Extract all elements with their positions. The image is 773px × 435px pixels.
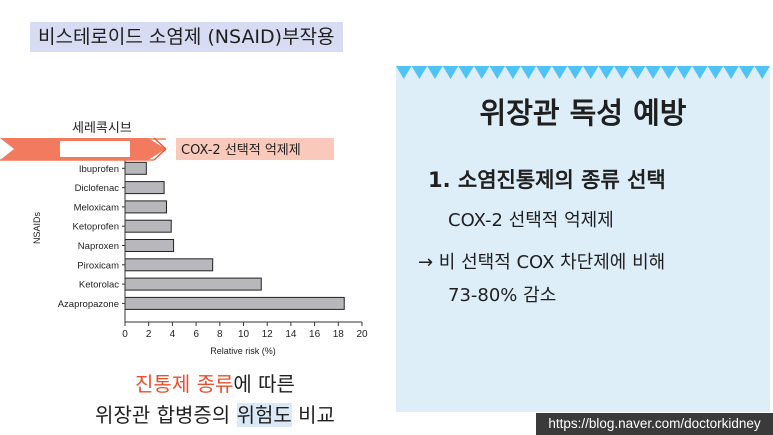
panel-line-2: → 비 선택적 COX 차단제에 비해 — [418, 252, 666, 273]
x-tick-label: 4 — [170, 329, 176, 340]
bar-ibuprofen — [124, 161, 147, 175]
x-tick-label: 10 — [238, 329, 250, 340]
caption-text: 비교 — [291, 403, 335, 427]
x-axis-label: Relative risk (%) — [210, 346, 276, 356]
category-label-ketoprofen: Ketoprofen — [73, 222, 119, 233]
x-tick-label: 20 — [356, 329, 368, 340]
category-label-meloxicam: Meloxicam — [74, 202, 119, 213]
bar-azapropazone — [124, 296, 345, 310]
highlight-label-box — [60, 141, 130, 157]
x-tick-label: 18 — [333, 329, 345, 340]
x-tick-label: 16 — [309, 329, 321, 340]
category-label-azapropazone: Azapropazone — [58, 299, 119, 310]
panel-line-3: 73-80% 감소 — [448, 285, 557, 306]
category-label-piroxicam: Piroxicam — [77, 260, 119, 271]
category-label-ketorolac: Ketorolac — [79, 280, 119, 291]
caption-line-2: 위장관 합병증의 위험도 비교 — [0, 399, 430, 428]
x-tick-label: 0 — [122, 329, 128, 340]
bar-ketoprofen — [124, 219, 172, 233]
relative-risk-bar-chart: CelecoxibIbuprofenDiclofenacMeloxicamKet… — [0, 121, 368, 356]
caption-text: 에 따른 — [233, 372, 295, 396]
caption-highlight-red: 진통제 종류 — [135, 372, 234, 396]
page-title: 비스테로이드 소염제 (NSAID)부작용 — [30, 22, 343, 52]
y-axis-label: NSAIDs — [32, 212, 42, 245]
triangle-border-decoration — [396, 66, 770, 79]
bar-meloxicam — [124, 200, 167, 214]
cox2-callout-text: COX-2 선택적 억제제 — [181, 143, 301, 158]
bar-diclofenac — [124, 181, 165, 195]
bar-piroxicam — [124, 258, 214, 272]
category-label-ibuprofen: Ibuprofen — [79, 164, 119, 175]
category-label-diclofenac: Diclofenac — [75, 183, 120, 194]
x-tick-label: 6 — [193, 329, 199, 340]
caption-text: 위장관 합병증의 — [95, 403, 237, 427]
blog-url[interactable]: https://blog.naver.com/doctorkidney — [536, 413, 773, 435]
panel-line-1: COX-2 선택적 억제제 — [448, 210, 614, 231]
bar-ketorolac — [124, 277, 262, 291]
info-panel: 위장관 독성 예방 1. 소염진통제의 종류 선택 COX-2 선택적 억제제 … — [396, 66, 770, 412]
caption-highlight-blue: 위험도 — [236, 403, 292, 427]
panel-heading: 1. 소염진통제의 종류 선택 — [428, 168, 666, 192]
panel-title: 위장관 독성 예방 — [479, 96, 687, 130]
category-label-naproxen: Naproxen — [78, 241, 119, 252]
cox2-callout-box — [176, 138, 334, 160]
x-tick-label: 2 — [146, 329, 152, 340]
x-tick-label: 14 — [285, 329, 297, 340]
x-tick-label: 12 — [262, 329, 274, 340]
caption-line-1: 진통제 종류에 따른 — [0, 368, 430, 397]
bar-naproxen — [124, 239, 175, 252]
celecoxib-korean-label: 세레콕시브 — [72, 121, 132, 136]
x-tick-label: 8 — [217, 329, 223, 340]
